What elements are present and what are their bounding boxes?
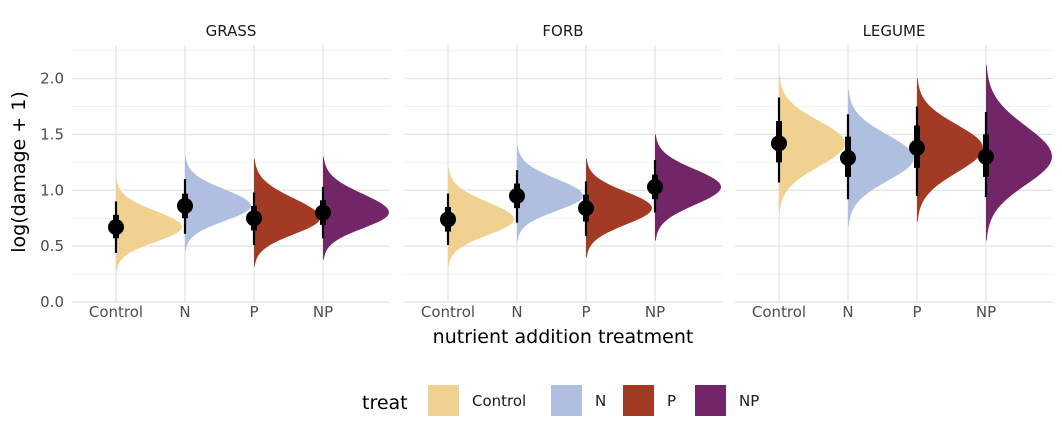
median-point bbox=[315, 204, 331, 221]
x-tick-label: N bbox=[179, 303, 190, 321]
median-point bbox=[909, 139, 925, 156]
violin-p bbox=[254, 158, 320, 267]
legend-label: NP bbox=[739, 392, 759, 410]
violin-np bbox=[986, 65, 1052, 241]
legend-key bbox=[695, 385, 726, 416]
y-tick-label: 1.5 bbox=[40, 125, 64, 143]
legend-key bbox=[623, 385, 654, 416]
x-tick-label: P bbox=[581, 303, 590, 321]
facet-title: FORB bbox=[542, 22, 583, 40]
violin-control bbox=[779, 76, 845, 213]
legend-title: treat bbox=[362, 392, 408, 414]
median-point bbox=[647, 178, 663, 195]
x-tick-label: Control bbox=[89, 303, 143, 321]
legend-key bbox=[428, 385, 459, 416]
x-tick-label: NP bbox=[976, 303, 996, 321]
legend-entry-np: NP bbox=[695, 385, 759, 416]
median-point bbox=[578, 200, 594, 217]
legend-entry-n: N bbox=[551, 385, 606, 416]
x-tick-label: Control bbox=[752, 303, 806, 321]
median-point bbox=[177, 197, 193, 214]
facet-title: GRASS bbox=[206, 22, 257, 40]
median-point bbox=[246, 210, 262, 227]
legend-label: Control bbox=[472, 392, 526, 410]
facet-title: LEGUME bbox=[863, 22, 926, 40]
x-tick-label: NP bbox=[313, 303, 333, 321]
median-point bbox=[440, 211, 456, 228]
median-point bbox=[840, 149, 856, 166]
legend-entry-p: P bbox=[623, 385, 676, 416]
x-tick-label: N bbox=[842, 303, 853, 321]
violin-control bbox=[116, 179, 182, 271]
median-point bbox=[978, 148, 994, 165]
y-tick-label: 2.0 bbox=[40, 70, 64, 88]
violin-n bbox=[517, 145, 583, 241]
x-axis-title: nutrient addition treatment bbox=[433, 326, 694, 348]
y-axis-title: log(damage + 1) bbox=[8, 91, 30, 252]
median-point bbox=[509, 187, 525, 204]
median-point bbox=[108, 219, 124, 236]
x-tick-label: NP bbox=[645, 303, 665, 321]
x-tick-label: P bbox=[912, 303, 921, 321]
violin-p bbox=[586, 158, 652, 258]
x-tick-label: P bbox=[249, 303, 258, 321]
legend-label: P bbox=[667, 392, 676, 410]
violin-p bbox=[917, 78, 983, 222]
legend: treat Control N P NP bbox=[362, 385, 759, 416]
violin-n bbox=[185, 156, 251, 251]
violin-control bbox=[448, 167, 514, 267]
legend-label: N bbox=[595, 392, 606, 410]
x-tick-label: Control bbox=[421, 303, 475, 321]
violin-np bbox=[655, 134, 721, 241]
y-tick-label: 1.0 bbox=[40, 181, 64, 199]
violin-np bbox=[323, 156, 389, 260]
x-tick-label: N bbox=[511, 303, 522, 321]
y-axis: 0.0 0.5 1.0 1.5 2.0 bbox=[40, 70, 64, 311]
y-tick-label: 0.0 bbox=[40, 293, 64, 311]
y-tick-label: 0.5 bbox=[40, 237, 64, 255]
legend-key bbox=[551, 385, 582, 416]
median-point bbox=[771, 135, 787, 152]
violin-n bbox=[848, 89, 914, 227]
legend-entry-control: Control bbox=[428, 385, 526, 416]
